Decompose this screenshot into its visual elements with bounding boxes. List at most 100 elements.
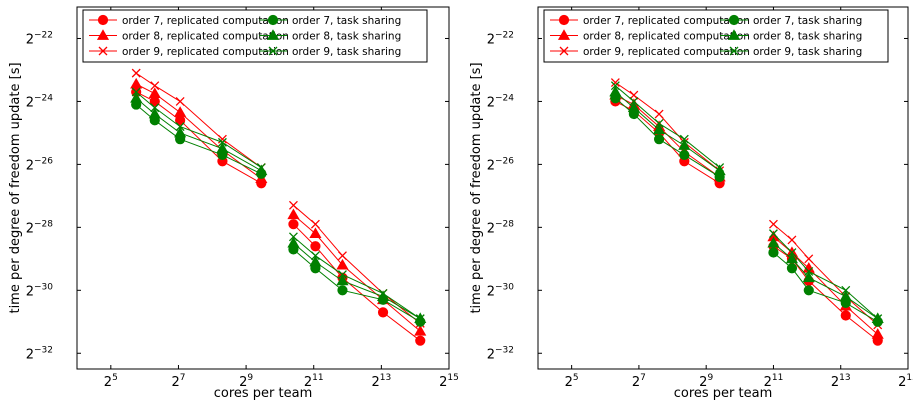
y-tick-label: 2−30 (26, 282, 54, 299)
data-point (175, 122, 185, 132)
legend-entry: order 8, replicated computation (89, 29, 289, 43)
x-tick-label: 213 (371, 373, 391, 390)
legend-entry: order 7, replicated computation (550, 14, 750, 27)
data-point (256, 163, 266, 172)
legend-entry: order 9, task sharing (259, 46, 401, 58)
y-axis-label: time per degree of freedom update [s] (8, 62, 23, 313)
data-point (287, 208, 300, 220)
data-point (378, 288, 388, 298)
y-tick-label: 2−28 (487, 219, 515, 236)
data-point (336, 258, 349, 270)
data-point (338, 270, 347, 280)
y-tick-label: 2−26 (487, 156, 515, 173)
legend-label: order 9, task sharing (292, 46, 401, 58)
legend-label: order 9, replicated computation (583, 46, 750, 58)
legend-label: order 7, task sharing (292, 15, 401, 27)
y-axis-label: time per degree of freedom update [s] (469, 62, 484, 313)
data-point (288, 232, 298, 242)
data-point (679, 149, 690, 161)
x-tick-label: 25 (104, 373, 118, 390)
data-point (216, 142, 229, 154)
data-point (130, 77, 143, 89)
data-point (654, 109, 664, 119)
x-tick-label: 27 (632, 373, 646, 390)
data-point (786, 263, 798, 274)
legend-label: order 8, task sharing (753, 31, 862, 43)
legend-entry: order 8, replicated computation (550, 29, 750, 43)
legend-entry: order 9, task sharing (720, 46, 862, 58)
series-line (293, 223, 421, 342)
legend-entry: order 7, task sharing (259, 14, 401, 27)
legend-marker (727, 29, 741, 40)
data-point (785, 252, 799, 264)
data-point (804, 266, 814, 276)
series-3 (131, 68, 425, 328)
x-axis-label: cores per team (214, 386, 313, 401)
data-point (840, 310, 851, 321)
series-1 (131, 86, 426, 346)
data-point (627, 101, 640, 113)
data-point (715, 163, 725, 172)
legend-box (82, 9, 428, 63)
series-3 (610, 78, 883, 330)
y-tick-label: 2−32 (487, 345, 514, 362)
legend-entry: order 7, task sharing (720, 14, 862, 27)
data-point (768, 219, 778, 229)
data-point (337, 285, 348, 296)
data-point (175, 96, 185, 106)
legend-marker (98, 46, 108, 56)
series-5 (130, 92, 427, 324)
legend-marker (267, 14, 279, 26)
data-point (415, 314, 425, 324)
data-point (841, 285, 851, 295)
y-tick-label: 2−22 (26, 30, 53, 47)
data-point (802, 271, 815, 283)
data-point (610, 78, 620, 88)
data-point (309, 227, 322, 239)
series-4 (610, 93, 883, 327)
plot-area (76, 6, 450, 370)
legend-label: order 9, replicated computation (122, 46, 289, 58)
series-5 (609, 85, 884, 324)
x-tick-label: 215 (898, 373, 913, 390)
data-point (871, 328, 884, 339)
plot-area (537, 6, 909, 370)
legend-entry: order 8, task sharing (720, 29, 862, 43)
legend-box (543, 9, 889, 63)
data-point (309, 255, 322, 267)
legend-marker (558, 14, 570, 26)
data-point (679, 134, 689, 144)
y-tick-label: 2−24 (26, 93, 54, 110)
data-point (629, 90, 639, 100)
series-6 (610, 81, 883, 324)
y-tick-label: 2−22 (487, 30, 514, 47)
legend-marker (97, 14, 109, 26)
data-point (610, 81, 620, 91)
legend-label: order 7, replicated computation (583, 15, 750, 27)
legend-marker (96, 29, 110, 40)
data-point (654, 119, 664, 128)
data-point (174, 126, 187, 138)
x-tick-label: 27 (171, 373, 185, 390)
x-tick-label: 215 (439, 373, 459, 390)
data-point (310, 251, 320, 261)
legend-marker (268, 46, 278, 56)
legend-marker (559, 46, 569, 56)
y-tick-label: 2−28 (26, 219, 54, 236)
legend-marker (266, 29, 280, 40)
chart-panel-2: 2527292112132152−322−302−282−262−242−22c… (469, 6, 913, 401)
legend-marker (729, 46, 739, 56)
data-point (768, 229, 778, 239)
data-point (768, 247, 779, 258)
data-point (767, 236, 780, 248)
legend-label: order 9, task sharing (753, 46, 862, 58)
y-tick-label: 2−24 (487, 93, 515, 110)
data-point (629, 96, 639, 106)
data-point (804, 254, 814, 264)
data-point (217, 137, 227, 147)
data-point (287, 236, 300, 248)
series-line (293, 249, 421, 323)
data-point (288, 200, 298, 210)
data-point (310, 241, 321, 252)
legend-entry: order 7, replicated computation (89, 14, 289, 27)
